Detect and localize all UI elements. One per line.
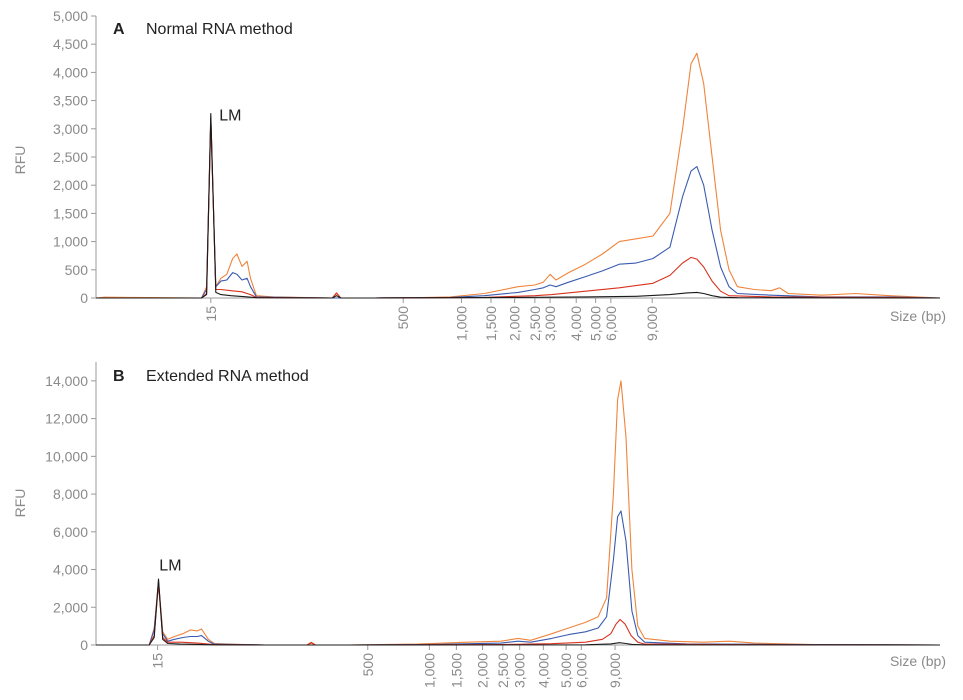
panel-b-y-tick-label: 6,000 bbox=[53, 524, 88, 540]
panel-b-y-tick-label: 10,000 bbox=[45, 448, 88, 464]
panel-b-y-tick-label: 4,000 bbox=[53, 562, 88, 578]
panel-a-x-tick-label: 1,500 bbox=[483, 306, 499, 341]
panel-b-x-tick-label: 9,000 bbox=[607, 653, 623, 688]
panel-b-y-tick-label: 2,000 bbox=[53, 599, 88, 615]
panel-a-letter: A bbox=[113, 21, 125, 38]
panel-a-annotations: LM bbox=[219, 107, 241, 124]
panel-a-y-tick-label: 5,000 bbox=[53, 8, 88, 24]
panel-b-series-line-2 bbox=[96, 510, 941, 646]
panel-a-y-tick-label: 0 bbox=[80, 290, 88, 306]
panel-a-x-tick-label: 5,000 bbox=[588, 306, 604, 341]
panel-b-annotations: LM bbox=[159, 557, 181, 574]
panel-b-y-tick-label: 12,000 bbox=[45, 411, 88, 427]
panel-a-x-tick-label: 3,000 bbox=[542, 306, 558, 341]
panel-a-y-tick-label: 4,500 bbox=[53, 36, 88, 52]
panel-a-x-tick-label: 1,000 bbox=[453, 306, 469, 341]
panel-b-x-tick-label: 1,500 bbox=[448, 653, 464, 688]
panel-a-y-ticks: 0 500 1,000 1,500 2,000 2,500 3,000 3,500 4,000 4… bbox=[53, 8, 96, 306]
panel-b-x-tick-label: 4,000 bbox=[535, 653, 551, 688]
panel-b-y-tick-label: 14,000 bbox=[45, 373, 88, 389]
panel-a-series-line-4 bbox=[96, 113, 941, 299]
panel-a-x-label: Size (bp) bbox=[890, 308, 946, 324]
panel-a-annotation-lm: LM bbox=[219, 107, 241, 124]
panel-b-y-tick-label: 8,000 bbox=[53, 486, 88, 502]
panel-b: 02,0004,0006,0008,00010,00012,00014,000 … bbox=[12, 362, 946, 688]
panel-a-y-tick-label: 3,500 bbox=[53, 93, 88, 109]
panel-b-x-tick-label: 2,000 bbox=[475, 653, 491, 688]
panel-a-series-line-2 bbox=[96, 118, 941, 299]
panel-b-series-line-4 bbox=[96, 578, 941, 646]
panel-b-x-tick-label: 15 bbox=[150, 653, 166, 669]
panel-a-y-tick-label: 1,500 bbox=[53, 205, 88, 221]
panel-b-x-tick-label: 3,000 bbox=[512, 653, 528, 688]
panel-a-series-line-1 bbox=[95, 52, 941, 299]
panel-a-y-tick-label: 2,500 bbox=[53, 149, 88, 165]
panel-a-y-label: RFU bbox=[12, 146, 28, 175]
panel-b-x-tick-label: 2,500 bbox=[495, 653, 511, 688]
panel-a: 05001,0001,5002,0002,5003,0003,5004,0004… bbox=[12, 8, 946, 341]
panel-b-x-label: Size (bp) bbox=[890, 653, 946, 669]
panel-b-letter: B bbox=[113, 368, 125, 385]
panel-b-title: Extended RNA method bbox=[146, 368, 309, 385]
panel-a-series bbox=[95, 52, 941, 299]
panel-a-x-tick-label: 2,500 bbox=[527, 306, 543, 341]
panel-b-x-tick-label: 1,000 bbox=[421, 653, 437, 688]
panel-b-series bbox=[96, 380, 941, 646]
panel-b-x-ticks: 15 500 1,000 1,500 2,000 2,500 3,000 4,000 5,000… bbox=[150, 645, 623, 688]
panel-a-x-tick-label: 15 bbox=[203, 306, 219, 322]
panel-a-x-ticks: 15 500 1,000 1,500 2,000 2,500 3,000 4,000 5,000… bbox=[203, 298, 660, 341]
panel-a-series-line-3 bbox=[96, 119, 941, 299]
panel-a-x-tick-label: 4,000 bbox=[568, 306, 584, 341]
panel-b-series-line-3 bbox=[96, 583, 941, 646]
panel-b-y-tick-label: 0 bbox=[80, 637, 88, 653]
panel-a-x-tick-label: 2,000 bbox=[507, 306, 523, 341]
panel-a-y-tick-label: 500 bbox=[65, 262, 89, 278]
panel-a-title: Normal RNA method bbox=[146, 21, 293, 38]
panel-b-series-line-1 bbox=[96, 380, 941, 646]
panel-b-annotation-lm: LM bbox=[159, 557, 181, 574]
panel-b-x-tick-label: 5,000 bbox=[558, 653, 574, 688]
panel-a-x-tick-label: 500 bbox=[395, 306, 411, 330]
panel-a-x-tick-label: 6,000 bbox=[603, 306, 619, 341]
panel-b-x-tick-label: 6,000 bbox=[573, 653, 589, 688]
panel-a-x-tick-label: 9,000 bbox=[644, 306, 660, 341]
panel-b-x-tick-label: 500 bbox=[360, 653, 376, 677]
panel-a-y-tick-label: 4,000 bbox=[53, 64, 88, 80]
panel-b-y-label: RFU bbox=[12, 489, 28, 518]
panel-a-y-tick-label: 2,000 bbox=[53, 177, 88, 193]
panel-a-y-tick-label: 3,000 bbox=[53, 121, 88, 137]
panel-a-y-tick-label: 1,000 bbox=[53, 234, 88, 250]
panel-b-y-ticks: 0 2,000 4,000 6,000 8,000 10,000 12,000 14,000 bbox=[45, 373, 96, 653]
